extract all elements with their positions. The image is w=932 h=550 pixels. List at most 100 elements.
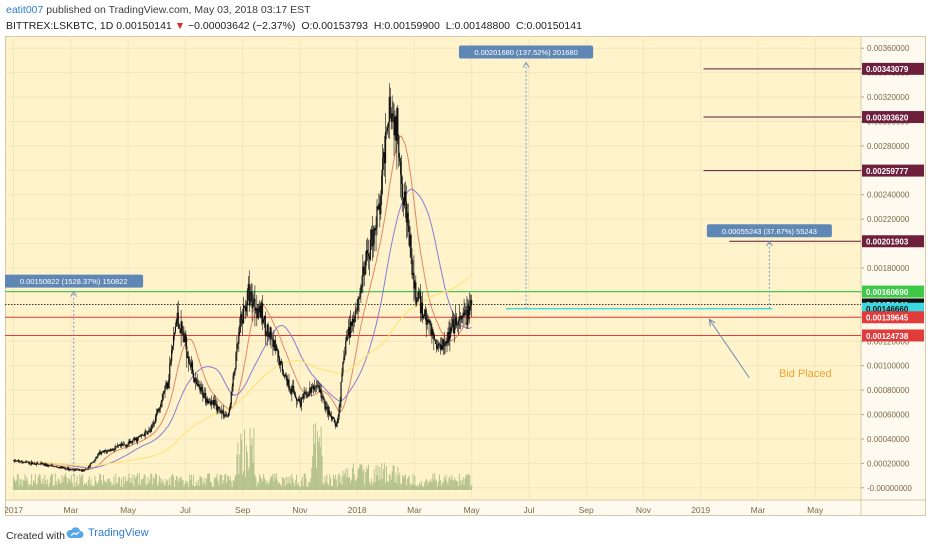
candle-body xyxy=(242,319,244,324)
volume-bar xyxy=(259,474,261,490)
volume-bar xyxy=(140,479,142,490)
volume-bar xyxy=(222,483,224,490)
candle-body xyxy=(326,406,328,408)
volume-bar xyxy=(386,481,388,490)
volume-bar xyxy=(203,481,205,490)
candle-body xyxy=(212,400,214,406)
close-label: C: xyxy=(515,20,527,32)
candle-body xyxy=(431,329,433,336)
candle-body xyxy=(144,431,146,437)
candle-body xyxy=(175,319,177,327)
volume-bar xyxy=(412,474,414,490)
volume-bar xyxy=(301,476,303,490)
volume-bar xyxy=(217,480,219,490)
measure-label: 0.00150822 (1528.37%) 150822 xyxy=(20,277,128,286)
candle-body xyxy=(467,305,469,326)
price-chart[interactable]: 0.00150822 (1528.37%) 150822 0.00201680 (… xyxy=(4,36,926,516)
volume-bar xyxy=(36,483,38,490)
candle-body xyxy=(43,463,45,466)
volume-bar xyxy=(75,482,77,490)
candle-body xyxy=(369,239,371,260)
volume-bar xyxy=(120,479,122,490)
candle-body xyxy=(130,441,132,444)
candle-body xyxy=(140,434,142,437)
candle-body xyxy=(118,445,120,446)
tradingview-brand[interactable]: TradingView xyxy=(66,527,149,539)
author-link[interactable]: eatit007 xyxy=(6,4,44,16)
candle-body xyxy=(399,157,401,162)
price-label-bg xyxy=(862,311,924,324)
candle-body xyxy=(189,363,191,365)
candle-body xyxy=(32,463,35,465)
candle-body xyxy=(33,463,36,465)
volume-bar xyxy=(55,481,57,490)
candle-body xyxy=(268,333,270,337)
volume-bar xyxy=(325,481,327,490)
volume-bar xyxy=(16,474,18,490)
chart-frame[interactable]: 0.00150822 (1528.37%) 150822 0.00201680 (… xyxy=(4,36,926,516)
candle-body xyxy=(13,460,16,462)
volume-bar xyxy=(456,480,458,490)
volume-bar xyxy=(160,483,162,490)
volume-bar xyxy=(62,482,64,490)
volume-bar xyxy=(98,480,100,490)
volume-bar xyxy=(85,484,87,490)
volume-bar xyxy=(422,486,424,490)
y-tick-label: 0.00220000 xyxy=(867,215,910,224)
volume-bar xyxy=(262,474,264,490)
candle-body xyxy=(233,372,235,376)
volume-bar xyxy=(232,480,234,490)
volume-bar xyxy=(317,441,319,490)
candle-body xyxy=(261,302,264,323)
volume-bar xyxy=(107,479,109,490)
candle-body xyxy=(423,313,425,316)
candle-body xyxy=(293,386,295,393)
candle-body xyxy=(402,198,405,206)
candle-body xyxy=(172,335,175,346)
volume-bar xyxy=(173,486,175,490)
volume-bar xyxy=(407,477,409,490)
volume-bar xyxy=(96,483,98,490)
volume-bar xyxy=(345,468,347,490)
volume-bar xyxy=(284,485,286,490)
candle-body xyxy=(59,466,61,469)
candle-body xyxy=(160,401,162,408)
candle-body xyxy=(228,408,230,414)
volume-bar xyxy=(208,473,210,490)
volume-bar xyxy=(244,429,246,490)
volume-bar xyxy=(297,485,299,490)
volume-bar xyxy=(309,482,311,490)
candle-body xyxy=(444,344,446,346)
candle-body xyxy=(282,371,284,375)
candle-body xyxy=(149,430,151,432)
volume-bar xyxy=(316,430,318,490)
y-tick-label: 0.00180000 xyxy=(867,264,910,273)
volume-bar xyxy=(380,478,382,490)
volume-bar xyxy=(144,475,146,490)
volume-bar xyxy=(322,482,324,490)
candle-body xyxy=(393,116,395,136)
volume-bar xyxy=(236,454,238,490)
volume-bar xyxy=(469,475,471,490)
volume-bar xyxy=(221,475,223,490)
volume-bar xyxy=(149,479,151,490)
volume-bar xyxy=(441,481,443,490)
volume-bar xyxy=(150,473,152,490)
candle-body xyxy=(272,339,274,347)
y-tick-label: 0.00280000 xyxy=(867,142,910,151)
volume-bar xyxy=(230,481,232,490)
candle-body xyxy=(241,314,243,320)
candle-body xyxy=(61,467,63,469)
bid-arrow-line xyxy=(708,319,750,379)
volume-bar xyxy=(448,477,450,490)
volume-bar xyxy=(263,477,265,490)
candle-body xyxy=(230,392,232,405)
volume-bar xyxy=(298,486,300,490)
candle-body xyxy=(368,256,371,260)
volume-bar xyxy=(202,484,204,490)
candle-body xyxy=(65,468,68,470)
volume-bar xyxy=(465,474,467,490)
candle-body xyxy=(362,266,364,287)
open-label: O: xyxy=(301,20,313,32)
candle-body xyxy=(448,331,450,341)
